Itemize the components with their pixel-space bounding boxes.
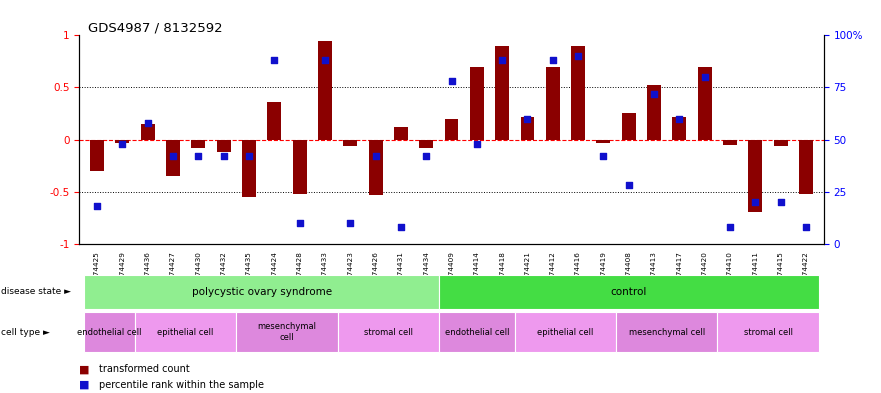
Point [115, 141, 130, 147]
Bar [85, 312, 135, 352]
Bar [191, 140, 205, 148]
Bar [292, 140, 307, 194]
Text: mesenchymal cell: mesenchymal cell [629, 328, 705, 336]
Text: stromal cell: stromal cell [744, 328, 793, 336]
Bar [672, 117, 686, 140]
Bar [419, 140, 433, 148]
Point [748, 199, 762, 205]
Bar [596, 140, 611, 143]
Point [596, 153, 611, 159]
Text: epithelial cell: epithelial cell [537, 328, 594, 336]
Bar [698, 66, 712, 140]
Text: epithelial cell: epithelial cell [158, 328, 214, 336]
Point [318, 57, 332, 64]
Bar [236, 312, 337, 352]
Bar [85, 275, 439, 309]
Bar [368, 140, 382, 195]
Bar [521, 117, 535, 140]
Bar [571, 46, 585, 140]
Bar [337, 312, 439, 352]
Point [242, 153, 256, 159]
Point [368, 153, 382, 159]
Text: ■: ■ [79, 380, 90, 390]
Bar [546, 66, 559, 140]
Bar [166, 140, 180, 176]
Text: endothelial cell: endothelial cell [78, 328, 142, 336]
Point [90, 203, 104, 209]
Text: disease state ►: disease state ► [1, 287, 70, 296]
Point [394, 224, 408, 230]
Point [672, 116, 686, 122]
Point [698, 74, 712, 80]
Bar [470, 66, 484, 140]
Point [545, 57, 559, 64]
Point [571, 53, 585, 59]
Bar [394, 127, 408, 140]
Bar [622, 114, 636, 140]
Bar [135, 312, 236, 352]
Point [419, 153, 433, 159]
Text: GDS4987 / 8132592: GDS4987 / 8132592 [88, 22, 223, 35]
Bar [723, 140, 737, 145]
Text: percentile rank within the sample: percentile rank within the sample [99, 380, 263, 390]
Bar [616, 312, 717, 352]
Text: control: control [611, 287, 647, 297]
Point [191, 153, 205, 159]
Bar [774, 140, 788, 146]
Point [292, 220, 307, 226]
Point [774, 199, 788, 205]
Bar [648, 85, 661, 140]
Point [521, 116, 535, 122]
Bar [748, 140, 762, 212]
Bar [267, 102, 281, 140]
Point [622, 182, 636, 189]
Point [799, 224, 813, 230]
Bar [799, 140, 813, 194]
Bar [495, 46, 509, 140]
Point [141, 120, 155, 126]
Point [217, 153, 231, 159]
Bar [344, 140, 357, 146]
Point [647, 90, 661, 97]
Text: transformed count: transformed count [99, 364, 189, 375]
Bar [318, 40, 332, 140]
Bar [242, 140, 255, 197]
Bar [90, 140, 104, 171]
Text: endothelial cell: endothelial cell [445, 328, 509, 336]
Text: cell type ►: cell type ► [1, 328, 49, 336]
Text: ■: ■ [79, 364, 90, 375]
Point [267, 57, 281, 64]
Bar [115, 140, 130, 143]
Point [166, 153, 180, 159]
Point [445, 78, 459, 84]
Text: mesenchymal
cell: mesenchymal cell [257, 322, 316, 342]
Point [470, 141, 484, 147]
Bar [515, 312, 616, 352]
Text: stromal cell: stromal cell [364, 328, 412, 336]
Bar [217, 140, 231, 152]
Bar [439, 312, 515, 352]
Point [723, 224, 737, 230]
Text: polycystic ovary syndrome: polycystic ovary syndrome [191, 287, 331, 297]
Bar [445, 119, 458, 140]
Bar [141, 124, 155, 140]
Bar [439, 275, 818, 309]
Point [344, 220, 358, 226]
Point [495, 57, 509, 64]
Bar [717, 312, 818, 352]
